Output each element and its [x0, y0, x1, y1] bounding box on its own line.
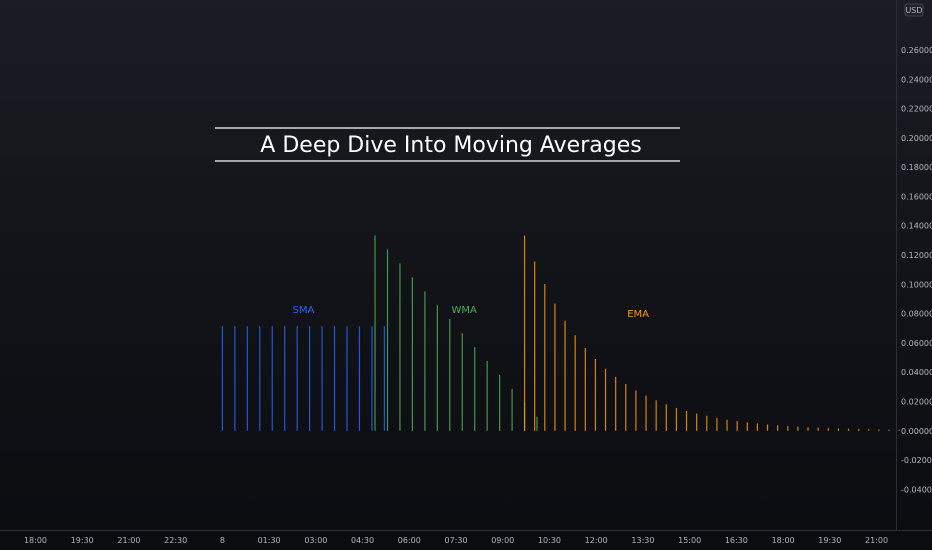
x-axis: 18:00 19:30 21:00 22:30 8 01:30 03:00 04:30 06:0…	[0, 530, 932, 545]
y-tick-label: -0.02000	[901, 456, 932, 465]
y-tick-label: 0.04000	[901, 368, 932, 377]
y-tick-label: 0.16000	[901, 192, 932, 201]
x-tick-label: 04:30	[351, 536, 374, 545]
y-tick-label: 0.08000	[901, 310, 932, 319]
x-tick-label: 8	[220, 536, 225, 545]
chart-title-group: A Deep Dive Into Moving Averages	[215, 127, 680, 162]
y-tick-label: -0.04000	[901, 485, 932, 494]
x-tick-label: 01:30	[258, 536, 281, 545]
x-tick-label: 16:30	[725, 536, 748, 545]
y-tick-label: 0.26000	[901, 46, 932, 55]
chart-title: A Deep Dive Into Moving Averages	[260, 133, 641, 158]
x-tick-label: 06:00	[398, 536, 421, 545]
y-tick-label: 0.20000	[901, 134, 932, 143]
y-tick-label: 0.02000	[901, 397, 932, 406]
sma-label: SMA	[292, 305, 314, 316]
y-tick-label: 0.24000	[901, 75, 932, 84]
y-tick-label: 0.12000	[901, 251, 932, 260]
series-labels: SMA WMA EMA	[292, 305, 649, 320]
ema-label: EMA	[627, 309, 649, 320]
currency-box	[904, 3, 924, 17]
x-tick-label: 22:30	[164, 536, 187, 545]
wma-label: WMA	[451, 305, 477, 316]
y-axis: USD 0.26000 0.24000 0.22000 0.20000 0.18000 0…	[896, 0, 932, 530]
x-tick-label: 21:00	[117, 536, 140, 545]
x-tick-label: 18:00	[772, 536, 795, 545]
y-tick-label: 0.06000	[901, 339, 932, 348]
x-tick-label: 15:00	[678, 536, 701, 545]
y-tick-label: 0.14000	[901, 222, 932, 231]
x-tick-label: 12:00	[585, 536, 608, 545]
x-tick-label: 19:30	[71, 536, 94, 545]
x-tick-label: 19:30	[818, 536, 841, 545]
x-tick-label: 09:00	[491, 536, 514, 545]
x-tick-label: 21:00	[865, 536, 888, 545]
x-tick-label: 18:00	[24, 536, 47, 545]
x-tick-label: 10:30	[538, 536, 561, 545]
x-tick-label: 07:30	[444, 536, 467, 545]
x-tick-label: 13:30	[631, 536, 654, 545]
x-tick-label: 03:00	[304, 536, 327, 545]
y-tick-label: 0.18000	[901, 163, 932, 172]
bars-layer	[221, 235, 931, 431]
y-tick-label: 0.00000	[901, 427, 932, 436]
y-tick-label: 0.22000	[901, 105, 932, 114]
currency-label: USD	[905, 6, 922, 15]
y-tick-label: 0.10000	[901, 280, 932, 289]
